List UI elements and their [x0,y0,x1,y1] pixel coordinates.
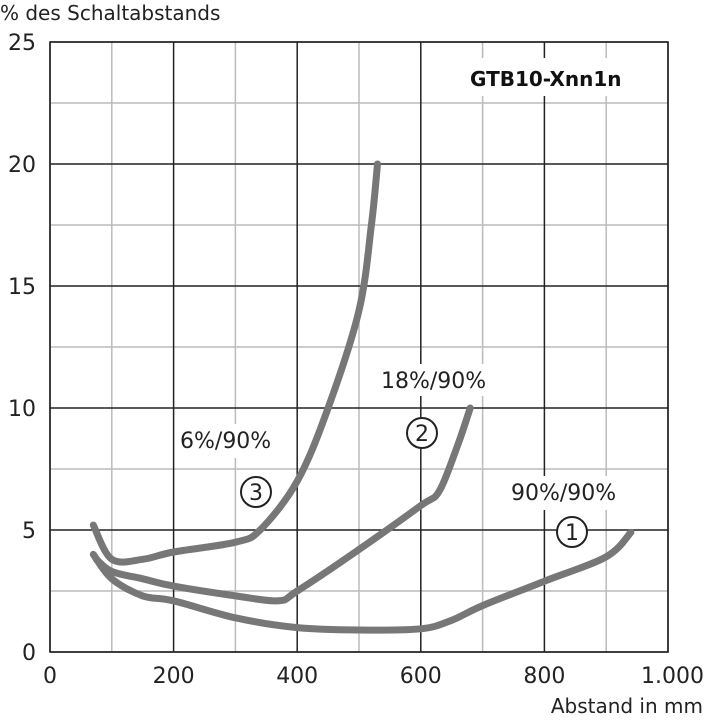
series-1-number: 1 [565,521,579,546]
x-tick-label: 200 [153,664,195,689]
series-3-label: 6%/90% [180,429,271,454]
series-1-label-bg [508,476,638,510]
x-tick-label: 1.000 [641,664,704,689]
title-box: GTB10-Xnn1n [455,58,660,96]
series-1-line [89,528,635,634]
series-3-number: 3 [249,481,263,506]
series-1-number-circle [556,516,588,548]
series-2-number: 2 [415,422,429,447]
x-tick-label: 400 [276,664,318,689]
curve-labels: 6%/90% 18%/90% 90%/90% 3 2 1 [176,364,638,548]
x-tick-label: 800 [523,664,565,689]
y-tick-label: 0 [22,641,36,666]
y-axis-title: % des Schaltabstands [0,1,220,25]
series-3-number-circle [240,476,272,508]
series-1-label: 90%/90% [511,481,616,506]
series-2-label: 18%/90% [381,369,486,394]
series-2-label-bg [378,364,504,396]
x-tick-label: 0 [43,664,57,689]
series-curves [89,160,635,634]
y-tick-label: 10 [8,397,36,422]
x-axis-title: Abstand in mm [551,694,703,718]
series-2-marker: 2 [406,417,438,449]
title-background [455,58,660,96]
y-tick-label: 15 [8,275,36,300]
x-tick-label: 600 [400,664,442,689]
y-tick-label: 5 [22,519,36,544]
series-3-label-bg [176,424,288,458]
chart-title: GTB10-Xnn1n [470,67,622,91]
series-3-marker: 3 [240,476,272,508]
y-tick-label: 25 [8,31,36,56]
series-3-line [89,160,381,566]
series-1-marker: 1 [556,516,588,548]
x-tick-labels: 0 200 400 600 800 1.000 [43,664,704,689]
grid-minor [50,42,668,652]
series-2-line [92,404,474,605]
y-tick-label: 20 [8,153,36,178]
plot-frame [49,41,669,653]
series-2-number-circle [406,417,438,449]
y-tick-labels: 0 5 10 15 20 25 [8,31,36,666]
